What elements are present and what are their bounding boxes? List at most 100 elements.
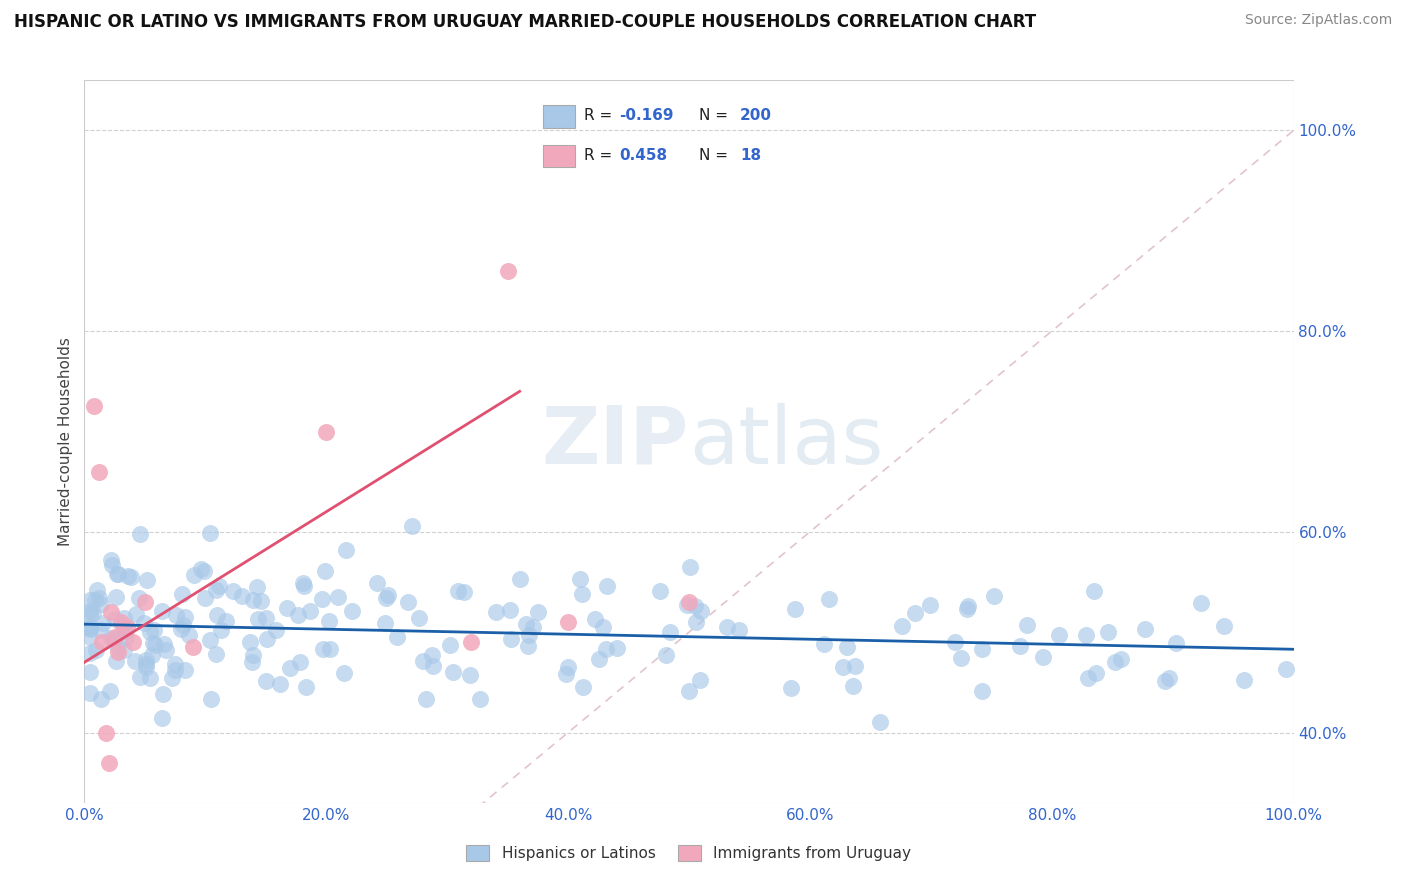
Point [200, 632, 222, 647]
Point [1164, 636, 1187, 650]
Point [1189, 596, 1212, 610]
Point [79, 665, 101, 680]
Point [264, 623, 287, 637]
Point [837, 640, 859, 654]
Point [79, 592, 101, 607]
Point [165, 608, 187, 623]
Bar [543, 105, 575, 128]
Point [129, 527, 152, 541]
Point [568, 572, 591, 586]
Point [90, 597, 112, 611]
Point [292, 579, 315, 593]
Point [648, 583, 671, 598]
Point [1015, 618, 1038, 632]
Point [1104, 656, 1126, 670]
Point [163, 663, 186, 677]
Point [319, 641, 342, 656]
Point [163, 657, 186, 672]
Point [104, 612, 127, 626]
Point [79, 619, 101, 633]
Point [655, 648, 678, 662]
Point [1274, 662, 1296, 676]
Point [891, 618, 914, 632]
Point [91, 635, 114, 649]
Point [152, 687, 174, 701]
Point [256, 632, 278, 646]
Point [291, 575, 314, 590]
Point [1213, 618, 1236, 632]
Point [79, 622, 101, 636]
Point [439, 638, 461, 652]
Point [678, 595, 700, 609]
Point [1049, 627, 1071, 641]
Point [242, 648, 264, 662]
Point [222, 583, 245, 598]
Bar [543, 145, 575, 167]
Point [110, 615, 132, 630]
Point [1133, 622, 1156, 636]
Point [689, 604, 711, 618]
Point [683, 599, 706, 613]
Point [79, 621, 101, 635]
Point [215, 614, 238, 628]
Point [124, 655, 146, 669]
Point [105, 639, 128, 653]
Point [83, 592, 105, 607]
Point [125, 607, 148, 621]
Point [1109, 652, 1132, 666]
Text: 18: 18 [740, 148, 761, 162]
Point [517, 628, 540, 642]
Point [1233, 673, 1256, 688]
Point [242, 593, 264, 607]
Point [340, 604, 363, 618]
Point [114, 624, 136, 638]
Point [249, 594, 271, 608]
Point [818, 591, 841, 606]
Point [153, 637, 176, 651]
Point [460, 635, 482, 649]
Point [295, 680, 318, 694]
Point [94, 725, 117, 739]
Point [396, 594, 419, 608]
Point [957, 599, 980, 613]
Point [499, 603, 522, 617]
Point [174, 610, 197, 624]
Point [79, 646, 101, 660]
Point [904, 606, 927, 620]
Point [515, 616, 537, 631]
Point [103, 632, 125, 646]
Point [676, 599, 699, 613]
Point [204, 648, 226, 662]
Point [152, 604, 174, 618]
Point [104, 654, 127, 668]
Point [134, 595, 156, 609]
Point [231, 589, 253, 603]
Point [209, 623, 232, 637]
Point [105, 567, 128, 582]
Point [716, 620, 738, 634]
Y-axis label: Married-couple Households: Married-couple Households [58, 337, 73, 546]
Point [689, 673, 711, 687]
Point [588, 652, 610, 666]
Point [97, 756, 120, 770]
Point [595, 641, 617, 656]
Point [1083, 584, 1105, 599]
Point [105, 591, 128, 605]
Point [87, 591, 110, 606]
Point [727, 623, 749, 637]
Point [983, 589, 1005, 603]
Point [557, 615, 579, 630]
Point [318, 614, 340, 628]
Point [135, 653, 157, 667]
Point [571, 680, 593, 694]
Point [278, 661, 301, 675]
Point [470, 691, 492, 706]
Point [120, 570, 142, 584]
Point [129, 670, 152, 684]
Point [311, 592, 333, 607]
Point [299, 604, 322, 618]
Point [420, 648, 443, 662]
Point [87, 465, 110, 479]
Point [499, 632, 522, 647]
Point [813, 637, 835, 651]
